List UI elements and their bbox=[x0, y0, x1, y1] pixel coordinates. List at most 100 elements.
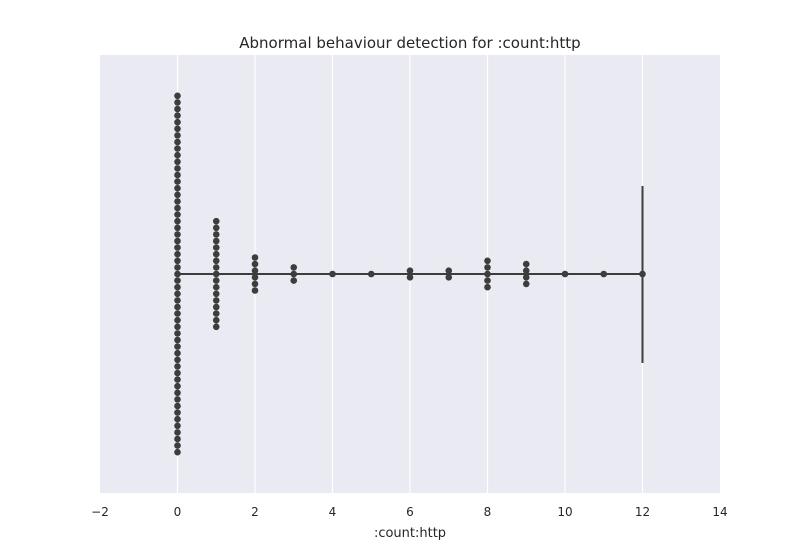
swarm-point bbox=[174, 231, 181, 238]
swarm-point bbox=[174, 132, 181, 139]
swarm-point bbox=[174, 363, 181, 370]
swarm-point bbox=[484, 270, 491, 278]
swarm-point bbox=[174, 356, 181, 364]
swarm-point bbox=[174, 224, 181, 232]
swarm-point bbox=[174, 310, 181, 317]
swarm-point bbox=[212, 290, 220, 298]
swarm-point bbox=[174, 257, 181, 265]
swarm-point bbox=[212, 264, 220, 271]
swarm-point bbox=[174, 396, 181, 403]
swarm-point bbox=[174, 165, 181, 172]
swarm-point bbox=[174, 184, 181, 192]
swarm-point bbox=[174, 112, 181, 119]
swarm-point bbox=[251, 274, 259, 281]
swarm-point bbox=[174, 158, 181, 166]
x-tick-label: 2 bbox=[251, 505, 259, 519]
swarm-point bbox=[174, 237, 181, 245]
swarm-point bbox=[174, 264, 181, 271]
x-tick-labels: −2 0 2 4 6 8 10 12 14 bbox=[91, 505, 727, 519]
swarm-point bbox=[174, 270, 181, 278]
swarm-point bbox=[251, 267, 259, 275]
x-tick-label: −2 bbox=[91, 505, 109, 519]
swarm-point bbox=[290, 264, 298, 271]
swarm-point bbox=[174, 171, 181, 179]
swarm-point bbox=[367, 270, 375, 278]
swarm-point bbox=[212, 323, 220, 331]
swarm-point bbox=[174, 422, 181, 430]
x-tick-label: 10 bbox=[557, 505, 572, 519]
swarm-point bbox=[561, 270, 569, 278]
swarm-point bbox=[639, 270, 646, 278]
swarm-point bbox=[522, 274, 530, 281]
swarm-point bbox=[174, 336, 181, 344]
swarm-point bbox=[174, 138, 181, 146]
swarm-point bbox=[174, 92, 181, 100]
swarm-point bbox=[174, 330, 181, 337]
swarm-point bbox=[212, 316, 220, 324]
swarm-point bbox=[174, 323, 181, 331]
x-tick-label: 6 bbox=[406, 505, 414, 519]
swarm-point bbox=[174, 429, 181, 436]
swarm-point bbox=[174, 277, 181, 284]
swarm-point bbox=[445, 274, 453, 281]
swarm-point bbox=[600, 270, 608, 278]
swarm-point bbox=[522, 280, 530, 288]
swarm-point bbox=[174, 178, 181, 185]
swarm-points bbox=[174, 92, 646, 456]
x-tick-label: 14 bbox=[712, 505, 727, 519]
swarm-point bbox=[212, 277, 220, 284]
swarm-point bbox=[174, 409, 181, 416]
swarm-point bbox=[522, 267, 530, 275]
swarm-point bbox=[174, 349, 181, 357]
swarm-point bbox=[174, 145, 181, 152]
swarm-point bbox=[406, 274, 414, 281]
x-tick-label: 12 bbox=[635, 505, 650, 519]
swarm-point bbox=[174, 244, 181, 251]
swarm-point bbox=[174, 125, 181, 133]
swarm-point bbox=[174, 290, 181, 298]
swarm-point bbox=[174, 297, 181, 304]
x-axis-label: :count:http bbox=[374, 526, 446, 541]
swarm-point bbox=[174, 316, 181, 324]
swarm-point bbox=[174, 204, 181, 212]
swarm-point bbox=[174, 415, 181, 423]
swarm-point bbox=[212, 270, 220, 278]
swarm-point bbox=[174, 283, 181, 291]
swarm-point bbox=[174, 303, 181, 311]
chart-title: Abnormal behaviour detection for :count:… bbox=[239, 34, 580, 52]
swarm-point bbox=[174, 369, 181, 377]
swarm-point bbox=[212, 244, 220, 251]
swarm-point bbox=[174, 151, 181, 159]
swarm-point bbox=[174, 99, 181, 106]
swarm-point bbox=[212, 250, 220, 258]
swarm-point bbox=[174, 435, 181, 443]
swarm-point bbox=[212, 237, 220, 245]
swarm-point bbox=[174, 105, 181, 113]
swarm-point bbox=[174, 191, 181, 199]
swarm-point bbox=[212, 224, 220, 232]
swarm-point bbox=[484, 264, 491, 271]
x-tick-label: 8 bbox=[484, 505, 492, 519]
swarm-point bbox=[174, 376, 181, 383]
swarm-point bbox=[290, 270, 298, 278]
x-tick-label: 4 bbox=[329, 505, 337, 519]
x-tick-label: 0 bbox=[174, 505, 182, 519]
swarm-point bbox=[174, 448, 181, 456]
swarm-point bbox=[174, 211, 181, 218]
swarm-point bbox=[174, 118, 181, 126]
swarm-point bbox=[251, 260, 259, 268]
swarm-point bbox=[212, 297, 220, 304]
swarm-point bbox=[174, 402, 181, 410]
swarm-point bbox=[174, 217, 181, 225]
swarm-point bbox=[251, 254, 259, 261]
swarm-point bbox=[251, 287, 259, 294]
swarm-point bbox=[484, 283, 491, 291]
swarm-point bbox=[329, 270, 336, 278]
swarm-point bbox=[522, 260, 530, 268]
swarm-point bbox=[251, 280, 259, 288]
swarm-point bbox=[406, 267, 414, 275]
swarm-point bbox=[174, 343, 181, 350]
swarm-point bbox=[174, 442, 181, 449]
swarm-point bbox=[484, 277, 491, 284]
